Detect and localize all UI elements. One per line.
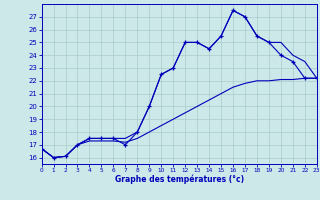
X-axis label: Graphe des températures (°c): Graphe des températures (°c) <box>115 175 244 184</box>
